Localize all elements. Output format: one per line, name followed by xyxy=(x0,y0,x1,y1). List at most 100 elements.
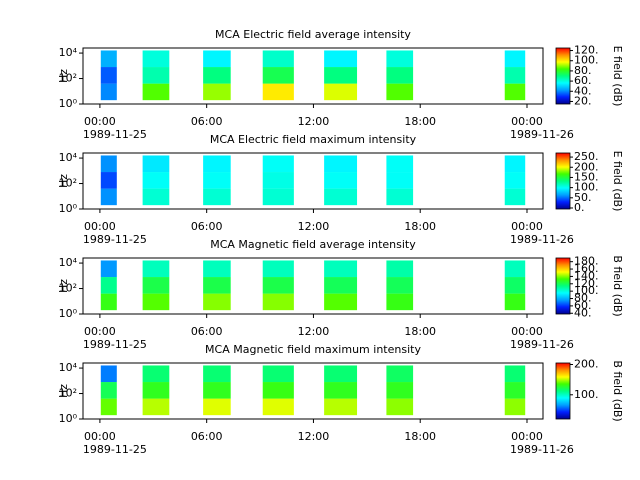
spectrogram-cell xyxy=(262,172,294,189)
spectrogram-cell xyxy=(386,172,414,189)
y-tick-label: 10² xyxy=(59,177,77,190)
spectrogram-cell xyxy=(324,398,358,416)
spectrogram-cell xyxy=(324,155,358,173)
spectrogram-cell xyxy=(100,365,117,383)
spectrogram-cell xyxy=(262,260,294,278)
spectrogram-cell xyxy=(142,398,170,416)
y-axis-label: Hz xyxy=(57,174,70,188)
x-tick-label: 00:00 xyxy=(84,430,116,443)
x-tick-label: 12:00 xyxy=(298,115,330,128)
y-tick-label: 10⁰ xyxy=(59,97,78,110)
spectrogram-cell xyxy=(142,365,170,383)
spectrogram-cell xyxy=(386,83,414,101)
spectrogram-cell xyxy=(386,293,414,311)
spectrogram-cell xyxy=(100,188,117,206)
colorbar-tick-label: 40. xyxy=(574,306,592,319)
spectrogram-cell xyxy=(203,50,231,68)
spectrogram-cell xyxy=(203,260,231,278)
spectrogram-cell xyxy=(203,155,231,173)
spectrogram-cell xyxy=(100,83,117,101)
spectrogram-cell xyxy=(386,382,414,399)
x-tick-label: 00:00 xyxy=(511,220,543,233)
spectrogram-cell xyxy=(386,155,414,173)
spectrogram-cell xyxy=(262,293,294,311)
colorbar xyxy=(555,152,571,210)
colorbar xyxy=(555,362,571,420)
colorbar-tick-label: 40. xyxy=(574,84,592,97)
y-tick-label: 10⁰ xyxy=(59,307,78,320)
spectrogram-cell xyxy=(262,277,294,294)
spectrogram-cell xyxy=(262,83,294,101)
spectrogram-cell xyxy=(386,398,414,416)
x-tick-label: 00:00 xyxy=(511,115,543,128)
spectrogram-cell xyxy=(504,83,526,101)
x-tick-label: 18:00 xyxy=(404,115,436,128)
spectrogram-cell xyxy=(262,50,294,68)
y-tick-label: 10⁴ xyxy=(59,361,78,374)
spectrogram-cell xyxy=(142,260,170,278)
colorbar-tick-label: 100. xyxy=(574,284,599,297)
spectrogram-cell xyxy=(100,293,117,311)
colorbar-tick-label: 160. xyxy=(574,262,599,275)
y-tick-label: 10⁰ xyxy=(59,202,78,215)
x-tick-label: 00:00 xyxy=(511,325,543,338)
x-tick-label: 12:00 xyxy=(298,220,330,233)
panel-title: MCA Electric field maximum intensity xyxy=(210,133,417,146)
colorbar-tick-label: 50. xyxy=(574,191,592,204)
spectrogram-cell xyxy=(203,277,231,294)
spectrogram-cell xyxy=(324,83,358,101)
x-tick-label: 06:00 xyxy=(191,325,223,338)
spectrogram-cell xyxy=(324,172,358,189)
spectrogram-cell xyxy=(142,67,170,84)
spectrogram-cell xyxy=(203,188,231,206)
spectrogram-cell xyxy=(324,188,358,206)
x-date-label: 1989-11-26 xyxy=(510,233,574,246)
y-tick-label: 10⁴ xyxy=(59,151,78,164)
spectrogram-cell xyxy=(324,260,358,278)
x-date-label: 1989-11-25 xyxy=(83,128,147,141)
spectrogram-cell xyxy=(386,188,414,206)
y-tick-label: 10² xyxy=(59,282,77,295)
colorbar-tick-label: 80. xyxy=(574,64,592,77)
x-tick-label: 00:00 xyxy=(84,220,116,233)
spectrogram-cell xyxy=(142,83,170,101)
panel-title: MCA Magnetic field maximum intensity xyxy=(205,343,421,356)
y-tick-label: 10² xyxy=(59,387,77,400)
spectrogram-cell xyxy=(203,172,231,189)
spectrogram-cell xyxy=(504,293,526,311)
spectrogram-cell xyxy=(386,260,414,278)
colorbar-tick-label: 60. xyxy=(574,299,592,312)
x-tick-label: 18:00 xyxy=(404,325,436,338)
y-tick-label: 10⁰ xyxy=(59,412,78,425)
colorbar-tick-label: 60. xyxy=(574,74,592,87)
y-tick-label: 10⁴ xyxy=(59,46,78,59)
x-tick-label: 18:00 xyxy=(404,430,436,443)
spectrogram-cell xyxy=(100,277,117,294)
x-date-label: 1989-11-25 xyxy=(83,338,147,351)
spectrogram-cell xyxy=(142,50,170,68)
x-date-label: 1989-11-26 xyxy=(510,128,574,141)
spectrogram-cell xyxy=(324,67,358,84)
spectrogram-cell xyxy=(504,50,526,68)
spectrogram-cell xyxy=(386,365,414,383)
y-axis-label: Hz xyxy=(57,384,70,398)
spectrogram-cell xyxy=(203,382,231,399)
y-tick-label: 10² xyxy=(59,72,77,85)
x-date-label: 1989-11-25 xyxy=(83,233,147,246)
spectrogram-cell xyxy=(203,67,231,84)
x-tick-label: 12:00 xyxy=(298,325,330,338)
spectrogram-cell xyxy=(142,293,170,311)
colorbar-tick-label: 20. xyxy=(574,94,592,107)
x-tick-label: 18:00 xyxy=(404,220,436,233)
colorbar-tick-label: 0. xyxy=(574,201,585,214)
colorbar-tick-label: 120. xyxy=(574,44,599,57)
spectrogram-cell xyxy=(504,398,526,416)
x-tick-label: 06:00 xyxy=(191,115,223,128)
spectrogram-cell xyxy=(142,188,170,206)
colorbar-tick-label: 150. xyxy=(574,170,599,183)
spectrogram-cell xyxy=(504,277,526,294)
colorbar-label: E field (dB) xyxy=(611,151,624,212)
spectrogram-cell xyxy=(142,172,170,189)
colorbar-label: E field (dB) xyxy=(611,46,624,107)
